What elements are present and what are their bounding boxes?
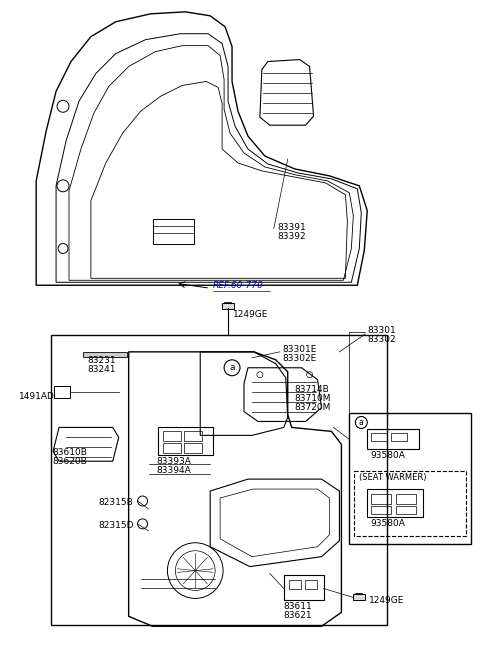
Text: 83231: 83231: [87, 356, 116, 365]
Bar: [164, 443, 181, 453]
Bar: [349, 413, 471, 544]
Text: 93580A: 93580A: [370, 451, 405, 461]
Text: 83301E: 83301E: [283, 345, 317, 354]
Text: 83391: 83391: [278, 222, 307, 232]
Text: 83621: 83621: [284, 611, 312, 621]
Bar: [184, 432, 202, 441]
Bar: [396, 494, 416, 504]
Text: 83301: 83301: [367, 326, 396, 335]
Text: 83611: 83611: [284, 602, 312, 611]
Text: 83720M: 83720M: [295, 403, 331, 411]
Text: 1491AD: 1491AD: [19, 392, 55, 401]
Bar: [367, 489, 423, 517]
Text: 82315B: 82315B: [99, 498, 133, 507]
Text: a: a: [359, 418, 364, 427]
Text: 93580A: 93580A: [370, 519, 405, 528]
Bar: [367, 430, 419, 449]
Text: 83620B: 83620B: [52, 457, 87, 466]
Bar: [51, 335, 387, 625]
Bar: [153, 218, 194, 245]
Bar: [222, 303, 234, 309]
Text: 83394A: 83394A: [156, 466, 191, 475]
Text: 83392: 83392: [278, 232, 306, 241]
Text: a: a: [229, 363, 235, 372]
Bar: [158, 428, 213, 455]
Text: 82315D: 82315D: [99, 521, 134, 530]
Bar: [164, 432, 181, 441]
Text: 83302E: 83302E: [283, 354, 317, 363]
Bar: [371, 494, 391, 504]
Text: 83302: 83302: [367, 335, 396, 344]
Text: 83610B: 83610B: [52, 448, 87, 457]
Text: 83710M: 83710M: [295, 394, 331, 403]
Text: REF.60-770: REF.60-770: [213, 281, 264, 290]
Text: 83714B: 83714B: [295, 384, 329, 394]
Text: 1249GE: 1249GE: [233, 310, 268, 319]
Text: 83393A: 83393A: [156, 457, 192, 466]
Bar: [354, 471, 466, 536]
Text: (SEAT WARMER): (SEAT WARMER): [360, 473, 427, 482]
Bar: [305, 579, 316, 590]
Bar: [288, 579, 300, 590]
Bar: [371, 434, 387, 441]
Bar: [371, 506, 391, 514]
Bar: [353, 594, 365, 600]
Text: 83241: 83241: [87, 365, 115, 374]
Bar: [83, 352, 127, 357]
Bar: [54, 386, 70, 398]
Bar: [391, 434, 407, 441]
Bar: [184, 443, 202, 453]
Text: 1249GE: 1249GE: [369, 596, 405, 605]
Bar: [396, 506, 416, 514]
Bar: [284, 575, 324, 600]
